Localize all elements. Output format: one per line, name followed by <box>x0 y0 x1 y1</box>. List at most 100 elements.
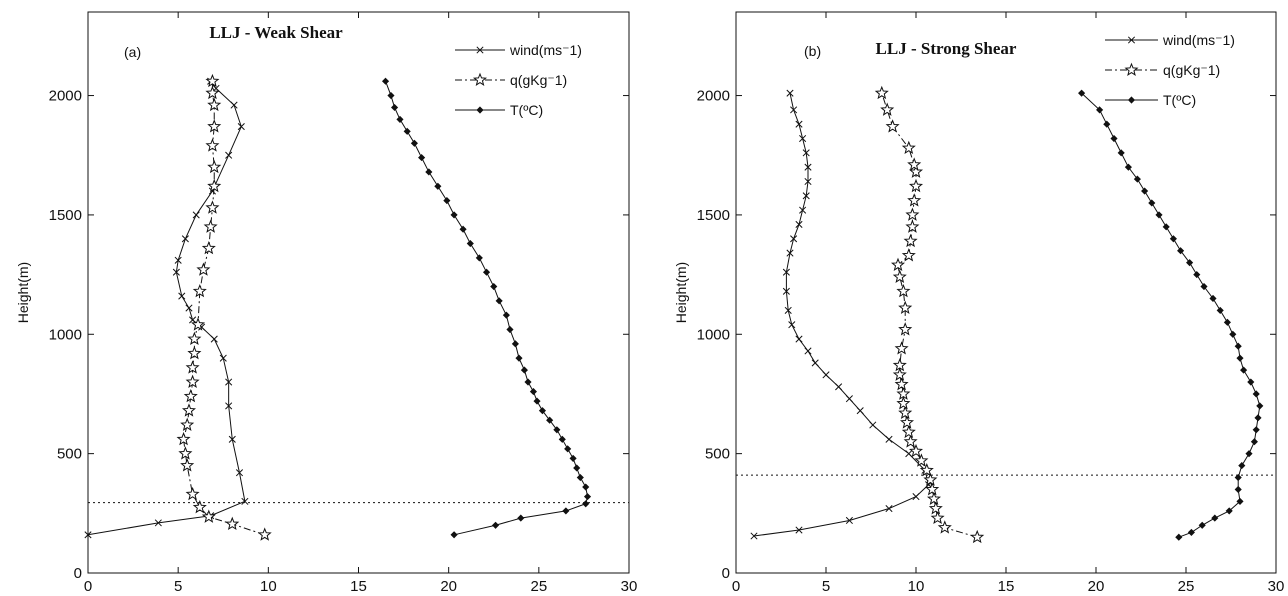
x-tick-label: 25 <box>530 578 547 595</box>
data-point <box>257 527 272 541</box>
data-point <box>880 102 895 116</box>
data-point <box>189 316 197 324</box>
data-point <box>845 395 853 403</box>
data-point <box>788 321 796 329</box>
data-point <box>174 256 182 264</box>
x-tick-label: 10 <box>260 578 277 595</box>
data-point <box>896 396 911 410</box>
data-point <box>476 46 484 54</box>
legend-label: wind(ms⁻1) <box>1162 32 1235 48</box>
data-point <box>235 469 244 477</box>
data-point <box>795 220 803 229</box>
data-point <box>795 526 803 534</box>
data-point <box>205 85 220 100</box>
data-point <box>1211 514 1219 522</box>
data-point <box>225 151 233 159</box>
data-point <box>802 149 810 157</box>
data-point <box>782 268 790 276</box>
data-point <box>835 383 843 391</box>
chart-panel: 0 5 10 15 20 25 30 0 500 1000 1500 2000 Height(m) LLJ… <box>15 11 637 595</box>
data-point <box>901 424 916 439</box>
data-point <box>1124 62 1139 76</box>
data-point <box>185 304 193 312</box>
data-point <box>207 159 222 174</box>
data-point <box>1256 402 1264 410</box>
data-point <box>185 360 200 374</box>
data-point <box>1133 175 1141 183</box>
data-point <box>1169 235 1177 243</box>
data-point <box>1141 187 1149 195</box>
data-point <box>901 140 916 155</box>
data-point <box>1225 507 1233 515</box>
data-point <box>583 493 592 501</box>
data-point <box>181 235 189 243</box>
y-tick-label: 1500 <box>697 207 730 224</box>
data-point <box>1240 366 1248 374</box>
data-point <box>822 371 830 379</box>
legend-label: q(gKg⁻1) <box>510 72 567 88</box>
data-point <box>228 435 236 443</box>
data-point <box>520 366 528 374</box>
legend-label: T(ºC) <box>510 102 543 118</box>
x-tick-label: 15 <box>350 578 367 595</box>
data-point <box>466 239 474 248</box>
data-point <box>476 106 484 114</box>
data-point <box>472 72 488 86</box>
data-point <box>790 235 798 243</box>
y-tick-label: 500 <box>705 446 730 463</box>
data-point <box>901 248 916 262</box>
x-tick-label: 20 <box>440 578 457 595</box>
data-point <box>1117 149 1125 157</box>
data-point <box>1110 134 1118 143</box>
data-point <box>84 531 92 539</box>
data-point <box>784 306 792 314</box>
data-point <box>1200 282 1208 291</box>
data-point <box>890 257 906 272</box>
data-point <box>898 322 913 336</box>
data-point <box>381 77 390 85</box>
data-point <box>1175 533 1183 541</box>
data-point <box>1127 36 1136 44</box>
plot-area <box>87 11 630 574</box>
data-point <box>506 325 514 334</box>
data-point <box>908 443 924 458</box>
data-point <box>1229 330 1237 338</box>
data-point <box>795 120 803 128</box>
data-point <box>750 532 758 540</box>
data-point <box>802 192 810 200</box>
data-point <box>219 354 227 362</box>
data-point <box>1252 426 1260 434</box>
series <box>84 77 249 539</box>
data-point <box>196 262 211 276</box>
data-point <box>176 431 191 446</box>
legend-label: q(gKg⁻1) <box>1163 62 1220 78</box>
data-point <box>896 283 911 298</box>
y-axis-label: Height(m) <box>15 262 31 323</box>
data-point <box>459 225 467 233</box>
data-point <box>207 119 222 133</box>
data-point <box>1209 294 1217 303</box>
data-point <box>181 403 196 417</box>
data-point <box>1245 450 1253 458</box>
data-point <box>192 499 207 514</box>
data-point <box>885 435 893 443</box>
chart-title: LLJ - Weak Shear <box>209 23 343 42</box>
data-point <box>237 123 245 131</box>
data-point <box>811 359 819 367</box>
data-point <box>786 249 794 257</box>
data-point <box>403 127 411 135</box>
data-point <box>230 101 238 109</box>
y-tick-label: 2000 <box>49 88 82 105</box>
data-point <box>490 282 498 291</box>
data-point <box>241 497 249 505</box>
data-point <box>1234 473 1242 482</box>
data-point <box>201 240 216 255</box>
data-point <box>1155 211 1163 219</box>
data-point <box>450 211 458 219</box>
data-point <box>1250 438 1258 446</box>
data-point <box>894 341 909 355</box>
data-point <box>538 407 547 415</box>
data-point <box>495 297 503 305</box>
data-point <box>1177 247 1185 255</box>
